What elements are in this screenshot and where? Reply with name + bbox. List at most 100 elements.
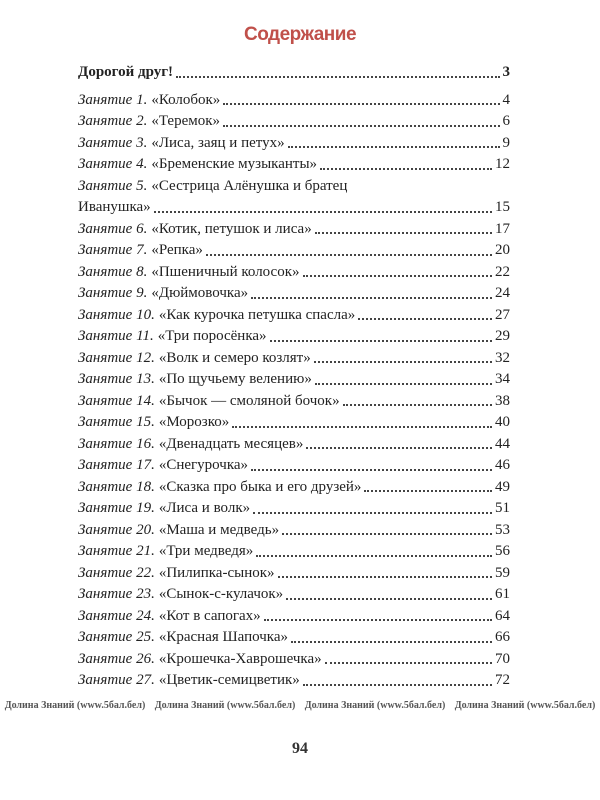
toc-entry[interactable]: Занятие 23. «Сынок-с-кулачок» 61 [78, 584, 510, 606]
entry-page: 51 [495, 500, 510, 516]
toc-entry[interactable]: Занятие 25. «Красная Шапочка» 66 [78, 627, 510, 649]
entry-title: «Колобок» [151, 91, 221, 108]
entry-page: 40 [495, 414, 510, 430]
entry-title: «Пшеничный колосок» [151, 263, 300, 280]
entry-page: 32 [495, 349, 510, 366]
entry-title: «Бременские музыканты» [151, 156, 318, 172]
toc-entry[interactable]: Занятие 24. «Кот в сапогах» 64 [78, 606, 510, 628]
toc-entry[interactable]: Занятие 27. «Цветик-семицветик» 72 [78, 670, 510, 692]
toc-entry[interactable]: Занятие 16. «Двенадцать месяцев» 44 [78, 434, 510, 456]
dot-leader [313, 361, 492, 363]
toc-entry[interactable]: Занятие 21. «Три медведя» 56 [78, 541, 510, 563]
entry-title: «По щучьему велению» [158, 371, 312, 387]
dot-leader [232, 425, 492, 428]
entry-label: Занятие 21. [78, 543, 155, 559]
dot-leader [153, 210, 492, 213]
entry-title: «Как курочка петушка спасла» [158, 306, 356, 323]
toc-entry[interactable]: Занятие 2. «Теремок» 6 [78, 111, 510, 133]
entry-title: «Теремок» [151, 113, 221, 129]
toc-entry[interactable]: Занятие 12. «Волк и семеро козлят» 32 [78, 348, 510, 370]
entry-title: «Морозко» [158, 414, 230, 430]
entry-label: Занятие 14. [78, 392, 155, 409]
toc-entry[interactable]: Занятие 5. «Сестрица Алёнушка и братец Ива… [78, 176, 510, 219]
dot-leader [223, 124, 500, 127]
entry-title: «Сказка про быка и его друзей» [158, 478, 362, 495]
entry-label: Занятие 19. [78, 500, 155, 516]
entry-page: 15 [495, 199, 510, 215]
entry-page: 34 [495, 371, 510, 387]
toc-entry[interactable]: Занятие 9. «Дюймовочка» 24 [78, 283, 510, 305]
dot-leader [263, 619, 492, 621]
toc-entry[interactable]: Занятие 1. «Колобок» 4 [78, 90, 510, 112]
toc-entry[interactable]: Занятие 7. «Репка» 20 [78, 240, 510, 262]
entry-label: Занятие 6. [78, 220, 148, 237]
watermark-row: Долина Знаний (www.5бал.бел) Долина Знан… [0, 700, 600, 711]
entry-title: «Три медведя» [158, 543, 254, 559]
entry-label: Занятие 18. [78, 478, 155, 495]
toc-entry[interactable]: Занятие 13. «По щучьему велению» 34 [78, 369, 510, 391]
toc-entry[interactable]: Занятие 11. «Три поросёнка» 29 [78, 326, 510, 348]
dot-leader [251, 296, 492, 299]
toc-entry[interactable]: Занятие 15. «Морозко» 40 [78, 412, 510, 434]
toc-entry[interactable]: Занятие 3. «Лиса, заяц и петух» 9 [78, 133, 510, 155]
toc-entry[interactable]: Занятие 18. «Сказка про быка и его друзей… [78, 477, 510, 499]
entry-title: «Сестрица Алёнушка и братец [151, 177, 348, 194]
entry-page: 66 [495, 629, 510, 645]
entry-title: «Цветик-семицветик» [158, 672, 300, 688]
entry-title: «Снегурочка» [158, 457, 249, 473]
toc-entry-line: Иванушка» 15 [78, 197, 510, 219]
entry-label: Занятие 22. [78, 564, 155, 581]
dot-leader [320, 167, 492, 170]
entry-label: Занятие 10. [78, 306, 155, 323]
entry-label: Занятие 25. [78, 629, 155, 645]
dot-leader [287, 146, 500, 148]
entry-page: 38 [495, 392, 510, 409]
dot-leader [302, 275, 492, 277]
watermark: Долина Знаний (www.5бал.бел) [4, 700, 146, 711]
entry-page: 46 [495, 457, 510, 473]
toc-entry[interactable]: Занятие 6. «Котик, петушок и лиса» 17 [78, 219, 510, 241]
entry-page: 53 [495, 521, 510, 538]
toc-entry[interactable]: Занятие 17. «Снегурочка» 46 [78, 455, 510, 477]
dot-leader [277, 576, 492, 578]
entry-title: «Красная Шапочка» [158, 629, 288, 645]
entry-page: 27 [495, 306, 510, 323]
entry-title: «Лиса и волк» [158, 500, 251, 516]
toc-entry[interactable]: Занятие 22. «Пилипка-сынок» 59 [78, 563, 510, 585]
toc-entry[interactable]: Занятие 4. «Бременские музыканты» 12 [78, 154, 510, 176]
entry-page: 24 [495, 285, 510, 301]
toc-entry[interactable]: Занятие 26. «Крошечка-Хаврошечка» 70 [78, 649, 510, 671]
toc-entry[interactable]: Занятие 8. «Пшеничный колосок» 22 [78, 262, 510, 284]
entry-page: 59 [495, 564, 510, 581]
entry-page: 61 [495, 586, 510, 602]
dot-leader [251, 468, 492, 471]
entry-label: Занятие 23. [78, 586, 155, 602]
dot-leader [256, 554, 492, 557]
entry-label: Занятие 24. [78, 607, 155, 624]
dot-leader [364, 490, 492, 492]
watermark: Долина Знаний (www.5бал.бел) [154, 700, 296, 711]
entry-label: Занятие 27. [78, 672, 155, 688]
entry-label: Занятие 3. [78, 134, 148, 151]
toc-entry[interactable]: Занятие 19. «Лиса и волк» 51 [78, 498, 510, 520]
toc-entry-intro[interactable]: Дорогой друг! 3 [78, 62, 510, 84]
entry-title: «Репка» [151, 242, 203, 258]
entry-page: 70 [495, 650, 510, 667]
dot-leader [205, 253, 492, 256]
toc-entry[interactable]: Занятие 20. «Маша и медведь» 53 [78, 520, 510, 542]
entry-label: Занятие 11. [78, 328, 154, 344]
entry-title: «Лиса, заяц и петух» [151, 134, 285, 151]
toc-entry[interactable]: Занятие 10. «Как курочка петушка спасла» 2… [78, 305, 510, 327]
toc-entry[interactable]: Занятие 14. «Бычок — смоляной бочок» 38 [78, 391, 510, 413]
dot-leader [223, 103, 500, 105]
entry-page: 12 [495, 156, 510, 172]
entry-title: «Пилипка-сынок» [158, 564, 275, 581]
entry-page: 3 [502, 64, 511, 80]
entry-page: 22 [495, 263, 510, 280]
dot-leader [253, 511, 492, 514]
dot-leader [324, 662, 492, 664]
entry-label: Занятие 26. [78, 650, 155, 667]
entry-label: Занятие 1. [78, 91, 148, 108]
entry-label: Занятие 15. [78, 414, 155, 430]
entry-title-continued: Иванушка» [78, 199, 151, 215]
